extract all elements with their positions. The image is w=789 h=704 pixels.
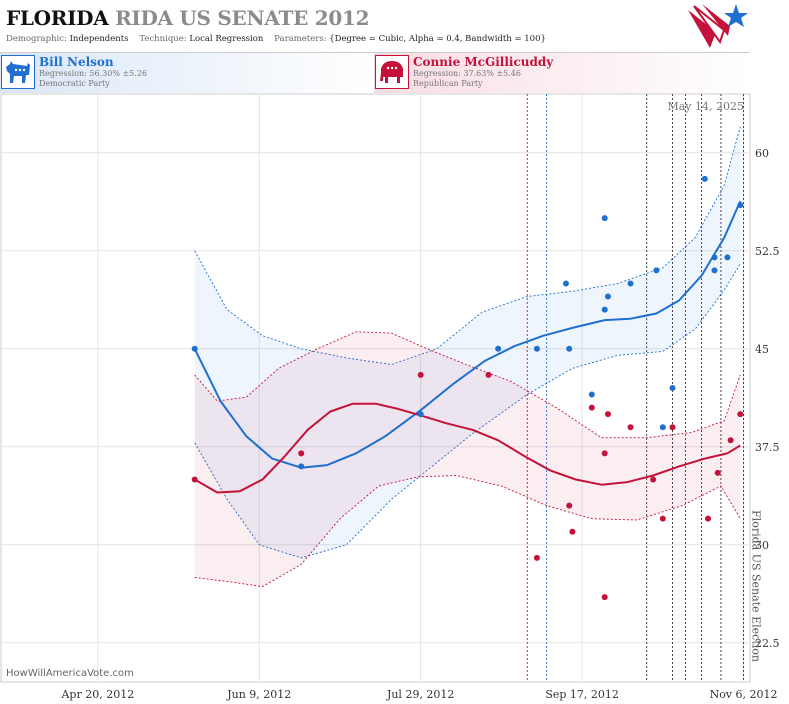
plot-area (0, 93, 751, 683)
poll-point (627, 280, 634, 287)
poll-point (711, 267, 718, 274)
chart-header: FLORIDA RIDA US SENATE 2012 Demographic:… (0, 0, 749, 53)
poll-point (669, 385, 676, 391)
title-state: FLORIDA (6, 6, 109, 30)
poll-point (417, 371, 424, 378)
regression-line (194, 402, 741, 494)
poll-point (714, 469, 721, 476)
x-tick-label: Nov 6, 2012 (710, 688, 778, 701)
event-label: Florida US Senate Election (750, 510, 763, 662)
date-label: May 14, 2025 (667, 100, 744, 113)
poll-point (701, 175, 708, 182)
demographic-value: Independents (69, 34, 129, 44)
poll-point (191, 476, 198, 483)
candidate-party: Democratic Party (39, 79, 110, 88)
poll-point (562, 280, 569, 287)
poll-point (417, 411, 424, 418)
y-tick-label: 60 (755, 147, 769, 160)
poll-point (737, 411, 744, 418)
x-tick-label: Apr 20, 2012 (60, 688, 134, 701)
regression-line (193, 200, 742, 469)
parameters-line: Demographic: Independents Technique: Loc… (6, 34, 546, 44)
poll-point (566, 502, 573, 509)
poll-point (659, 424, 666, 431)
poll-point (659, 515, 666, 522)
poll-point (601, 450, 608, 457)
y-tick-label: 37.5 (755, 441, 780, 454)
candidate-republican-panel: Connie McGillicuddy Regression: 37.63% ±… (374, 53, 750, 93)
poll-point (604, 411, 611, 418)
technique-value: Local Regression (189, 34, 264, 44)
chart-title: FLORIDA RIDA US SENATE 2012 (6, 6, 370, 30)
poll-point (588, 404, 595, 411)
poll-point (705, 515, 712, 522)
band-lower-line (194, 475, 741, 588)
poll-point (669, 424, 676, 431)
band-upper-line (194, 331, 741, 439)
y-tick-label: 30 (755, 539, 769, 552)
poll-point (569, 528, 576, 535)
poll-point (727, 437, 734, 444)
poll-point (627, 424, 634, 431)
confidence-band (194, 126, 741, 558)
demographic-label: Demographic: (6, 34, 67, 44)
poll-point (711, 254, 718, 261)
technique-label: Technique: (139, 34, 187, 44)
poll-point (533, 554, 540, 561)
candidate-name: Connie McGillicuddy (413, 55, 554, 69)
poll-point (604, 293, 611, 300)
title-rest: RIDA US SENATE 2012 (115, 6, 370, 30)
poll-point (653, 267, 660, 274)
poll-point (298, 450, 305, 457)
band-upper-line (194, 126, 741, 365)
poll-point (533, 345, 540, 352)
x-tick-label: Jul 29, 2012 (386, 688, 455, 701)
poll-point (650, 476, 657, 483)
poll-point (566, 345, 573, 352)
poll-point (737, 202, 744, 209)
x-tick-label: Sep 17, 2012 (545, 688, 619, 701)
x-tick-label: Jun 9, 2012 (226, 688, 291, 701)
y-tick-label: 22.5 (755, 637, 780, 650)
poll-point (485, 371, 492, 378)
donkey-icon (1, 55, 35, 89)
poll-point (191, 345, 198, 352)
poll-point (601, 306, 608, 313)
flag-star-logo (688, 4, 748, 48)
y-tick-label: 52.5 (755, 245, 780, 258)
poll-point (588, 391, 595, 398)
candidate-regression: Regression: 37.63% ±5.46 (413, 69, 521, 78)
candidate-name: Bill Nelson (39, 55, 114, 69)
candidate-regression: Regression: 56.30% ±5.26 (39, 69, 147, 78)
poll-point (601, 215, 608, 222)
y-tick-label: 45 (755, 343, 769, 356)
watermark: HowWillAmericaVote.com (6, 668, 134, 679)
poll-point (724, 254, 731, 261)
poll-point (495, 345, 502, 352)
confidence-band (194, 331, 741, 587)
parameters-label: Parameters: (274, 34, 327, 44)
candidate-democrat-panel: Bill Nelson Regression: 56.30% ±5.26 Dem… (0, 53, 374, 93)
poll-point (601, 594, 608, 601)
candidate-party: Republican Party (413, 79, 483, 88)
parameters-value: {Degree = Cubic, Alpha = 0.4, Bandwidth … (329, 34, 546, 44)
poll-point (298, 463, 305, 470)
elephant-icon (375, 55, 409, 89)
